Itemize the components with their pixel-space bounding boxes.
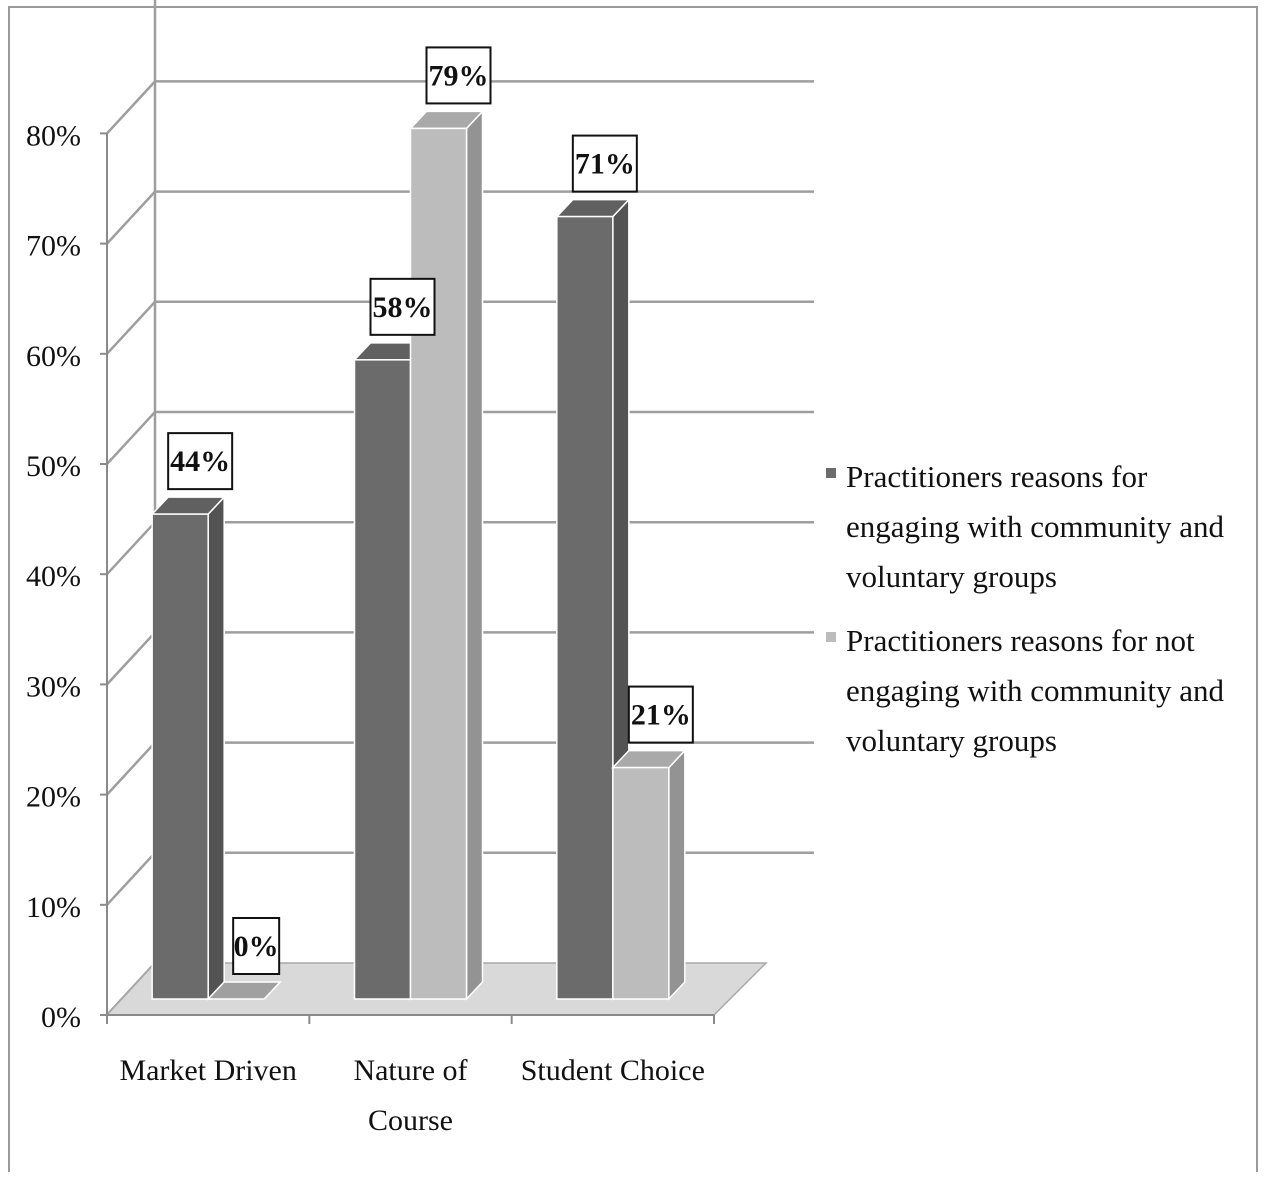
data-label-text: 44% xyxy=(170,445,230,478)
category-label: Market Driven xyxy=(119,1054,296,1087)
bar-side xyxy=(207,495,225,1001)
bar xyxy=(611,748,687,1001)
data-label-text: 71% xyxy=(575,148,635,181)
legend-swatch-not-engaging xyxy=(826,632,836,642)
y-tick-label: 40% xyxy=(26,560,81,593)
data-label: 71% xyxy=(571,134,638,193)
gridline-side xyxy=(106,411,156,465)
data-label: 44% xyxy=(167,432,234,491)
legend-item-engaging: Practitioners reasons for engaging with … xyxy=(826,452,1246,602)
data-label: 58% xyxy=(369,277,436,336)
bar xyxy=(150,495,226,1001)
category-labels: Market Driven Nature of Course Student Choi… xyxy=(119,1054,704,1137)
data-label-box xyxy=(369,277,436,336)
gridline-side xyxy=(106,741,156,796)
axes xyxy=(100,132,715,1024)
gridline-side xyxy=(106,521,156,576)
y-tick-label: 0% xyxy=(41,1001,81,1034)
data-label: 0% xyxy=(232,917,281,975)
bars xyxy=(150,109,687,1001)
bar-front xyxy=(409,127,468,1000)
data-label-box xyxy=(232,917,281,975)
y-tick-label: 60% xyxy=(26,340,81,373)
category-label: Nature of xyxy=(353,1054,467,1087)
data-label-box xyxy=(167,432,234,491)
bar-front xyxy=(556,215,614,1000)
legend: Practitioners reasons for engaging with … xyxy=(826,452,1246,780)
bar-front xyxy=(151,513,209,1000)
category-label: Student Choice xyxy=(521,1054,705,1087)
legend-label-not-engaging: Practitioners reasons for not engaging w… xyxy=(846,623,1224,758)
bar xyxy=(206,981,282,1000)
gridline-side xyxy=(106,80,156,135)
data-label-text: 0% xyxy=(234,930,279,963)
data-label: 21% xyxy=(627,685,694,744)
y-tick-labels: 0% 10% 20% 30% 40% 50% 60% 70% 80% xyxy=(26,119,81,1034)
chart-frame xyxy=(8,6,1258,1172)
data-label-text: 21% xyxy=(631,699,691,732)
y-tick-label: 20% xyxy=(26,781,81,814)
bar-side xyxy=(668,748,686,1001)
legend-label-engaging: Practitioners reasons for engaging with … xyxy=(846,459,1224,594)
data-label-text: 58% xyxy=(373,291,433,324)
y-tick-label: 30% xyxy=(26,670,81,703)
bar-front xyxy=(612,766,670,1000)
bar-front xyxy=(353,359,412,1000)
y-tick-label: 80% xyxy=(26,119,81,152)
gridline-side xyxy=(106,851,156,906)
legend-item-not-engaging: Practitioners reasons for not engaging w… xyxy=(826,616,1246,766)
data-label-box xyxy=(571,134,638,193)
y-tick-label: 70% xyxy=(26,230,81,263)
bar-side xyxy=(465,109,484,1001)
legend-swatch-engaging xyxy=(826,468,836,478)
gridline-side xyxy=(106,300,156,355)
bar xyxy=(408,109,485,1001)
gridline-side xyxy=(106,631,156,686)
data-label-box xyxy=(425,46,492,105)
data-labels: 44% 0% 58% 79% 71% 21% xyxy=(167,46,694,975)
gridline-side xyxy=(106,190,156,245)
y-tick-label: 10% xyxy=(26,891,81,924)
bar-top xyxy=(206,981,282,1000)
data-label-text: 79% xyxy=(429,59,489,92)
y-tick-label: 50% xyxy=(26,450,81,483)
data-label: 79% xyxy=(425,46,492,105)
category-label: Course xyxy=(368,1104,453,1137)
data-label-box xyxy=(627,685,694,744)
